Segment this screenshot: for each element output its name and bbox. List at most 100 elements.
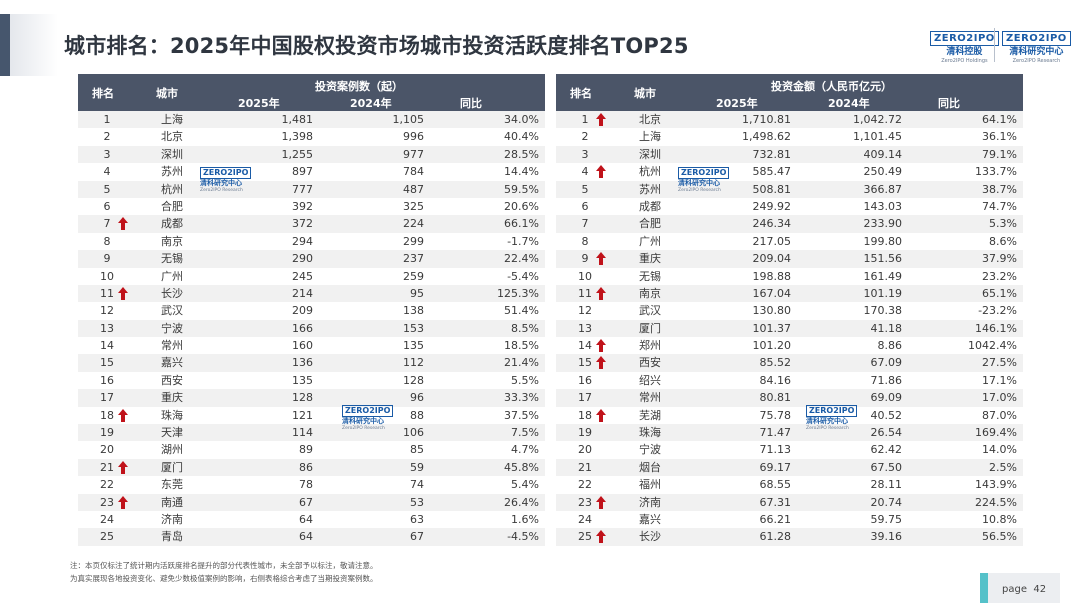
rank-cell: 11	[578, 286, 592, 300]
value-2025-cell: 84.16	[759, 373, 792, 387]
value-2025-cell: 71.13	[759, 443, 792, 457]
rank-cell: 12	[578, 304, 592, 318]
research-watermark: ZERO2IPO 清科研究中心 Zero2IPO Research	[342, 398, 394, 432]
yoy-cell: 169.4%	[975, 426, 1017, 440]
rank-cell: 17	[578, 391, 592, 405]
city-cell: 郑州	[639, 339, 661, 353]
value-2024-cell: 20.74	[870, 495, 903, 509]
value-2025-cell: 198.88	[752, 269, 792, 283]
rank-cell: 24	[578, 512, 592, 526]
city-cell: 西安	[161, 373, 183, 387]
table-row: 12 武汉 130.80 170.38 -23.2%	[556, 302, 1023, 319]
yoy-cell: 51.4%	[504, 304, 539, 318]
rank-cell: 12	[100, 304, 114, 318]
city-cell: 芜湖	[639, 408, 661, 422]
value-2024-cell: 63	[410, 512, 424, 526]
yoy-cell: 38.7%	[982, 182, 1017, 196]
table-row: 25 青岛 64 67 -4.5%	[78, 528, 545, 546]
rank-up-arrow-icon	[118, 217, 128, 231]
value-2025-cell: 86	[299, 460, 313, 474]
yoy-cell: 1.6%	[511, 512, 539, 526]
city-cell: 济南	[161, 512, 183, 526]
value-2024-cell: 74	[410, 478, 424, 492]
table-row: 16 绍兴 84.16 71.86 17.1%	[556, 372, 1023, 389]
yoy-cell: 27.5%	[982, 356, 1017, 370]
investment-amount-table: 排名 城市 投资金额（人民币亿元） 2025年 2024年 同比 1 北京 1,71…	[556, 74, 1023, 546]
city-cell: 成都	[639, 199, 661, 213]
rank-cell: 13	[578, 321, 592, 335]
rank-cell: 15	[100, 356, 114, 370]
value-2024-cell: 138	[403, 304, 424, 318]
research-watermark: ZERO2IPO 清科研究中心 Zero2IPO Research	[806, 398, 858, 432]
header-rank: 排名	[570, 87, 592, 100]
rank-cell: 4	[103, 165, 111, 179]
table-row: 10 无锡 198.88 161.49 23.2%	[556, 268, 1023, 285]
value-2025-cell: 217.05	[752, 234, 792, 248]
city-cell: 嘉兴	[161, 356, 183, 370]
table-row: 21 烟台 69.17 67.50 2.5%	[556, 458, 1023, 477]
city-cell: 重庆	[161, 391, 183, 405]
table-row: 24 济南 64 63 1.6%	[78, 511, 545, 528]
header-2024: 2024年	[828, 97, 870, 110]
value-2025-cell: 372	[292, 217, 313, 231]
city-cell: 武汉	[639, 304, 661, 318]
yoy-cell: 133.7%	[975, 165, 1017, 179]
page-title: 城市排名：2025年中国股权投资市场城市投资活跃度排名TOP25	[64, 34, 689, 58]
table-row: 25 长沙 61.28 39.16 56.5%	[556, 528, 1023, 546]
city-cell: 南京	[161, 234, 183, 248]
table-row: 19 珠海 71.47 26.54 169.4%	[556, 424, 1023, 442]
rank-cell: 25	[578, 530, 592, 544]
rank-cell: 2	[581, 130, 589, 144]
table-row: 8 广州 217.05 199.80 8.6%	[556, 233, 1023, 250]
value-2024-cell: 135	[403, 339, 424, 353]
city-cell: 杭州	[639, 165, 661, 179]
yoy-cell: 36.1%	[982, 130, 1017, 144]
value-2025-cell: 209.04	[752, 252, 792, 266]
city-cell: 广州	[639, 234, 661, 248]
yoy-cell: 40.4%	[504, 130, 539, 144]
value-2024-cell: 325	[403, 199, 424, 213]
yoy-cell: 59.5%	[504, 182, 539, 196]
value-2024-cell: 26.54	[870, 426, 903, 440]
header-group: 投资金额（人民币亿元）	[771, 80, 892, 93]
table-row: 22 福州 68.55 28.11 143.9%	[556, 476, 1023, 493]
value-2024-cell: 112	[403, 356, 424, 370]
value-2025-cell: 1,710.81	[742, 113, 791, 126]
value-2024-cell: 53	[410, 495, 424, 509]
value-2024-cell: 69.09	[870, 391, 903, 405]
table-row: 7 成都 372 224 66.1%	[78, 215, 545, 233]
yoy-cell: -5.4%	[507, 269, 539, 283]
table-row: 15 嘉兴 136 112 21.4%	[78, 354, 545, 372]
city-cell: 苏州	[161, 165, 183, 179]
value-2025-cell: 1,481	[281, 113, 314, 126]
yoy-cell: 28.5%	[504, 147, 539, 161]
value-2024-cell: 95	[410, 286, 424, 300]
value-2024-cell: 41.18	[870, 321, 903, 335]
rank-cell: 17	[100, 391, 114, 405]
table-row: 24 嘉兴 66.21 59.75 10.8%	[556, 511, 1023, 528]
yoy-cell: 8.5%	[511, 321, 539, 335]
zero2ipo-research-logo: ZERO2IPO 清科研究中心 Zero2IPO Research	[1002, 26, 1071, 65]
rank-up-arrow-icon	[596, 286, 606, 300]
rank-cell: 25	[100, 530, 114, 544]
city-cell: 无锡	[161, 252, 183, 266]
value-2024-cell: 28.11	[870, 478, 903, 492]
title-accent-bar	[0, 14, 10, 76]
table-row: 14 常州 160 135 18.5%	[78, 337, 545, 354]
rank-cell: 7	[581, 217, 589, 231]
table-row: 6 成都 249.92 143.03 74.7%	[556, 198, 1023, 215]
value-2025-cell: 585.47	[752, 165, 792, 179]
value-2025-cell: 777	[292, 182, 313, 196]
table-row: 20 湖州 89 85 4.7%	[78, 441, 545, 458]
table-row: 7 合肥 246.34 233.90 5.3%	[556, 215, 1023, 233]
value-2024-cell: 62.42	[870, 443, 903, 457]
city-cell: 宁波	[639, 443, 661, 457]
value-2025-cell: 135	[292, 373, 313, 387]
table-row: 2 上海 1,498.62 1,101.45 36.1%	[556, 128, 1023, 145]
rank-up-arrow-icon	[118, 408, 128, 422]
city-cell: 常州	[639, 391, 661, 405]
rank-up-arrow-icon	[596, 252, 606, 266]
value-2024-cell: 151.56	[863, 252, 903, 266]
header-city: 城市	[156, 87, 178, 100]
value-2024-cell: 224	[403, 217, 424, 231]
